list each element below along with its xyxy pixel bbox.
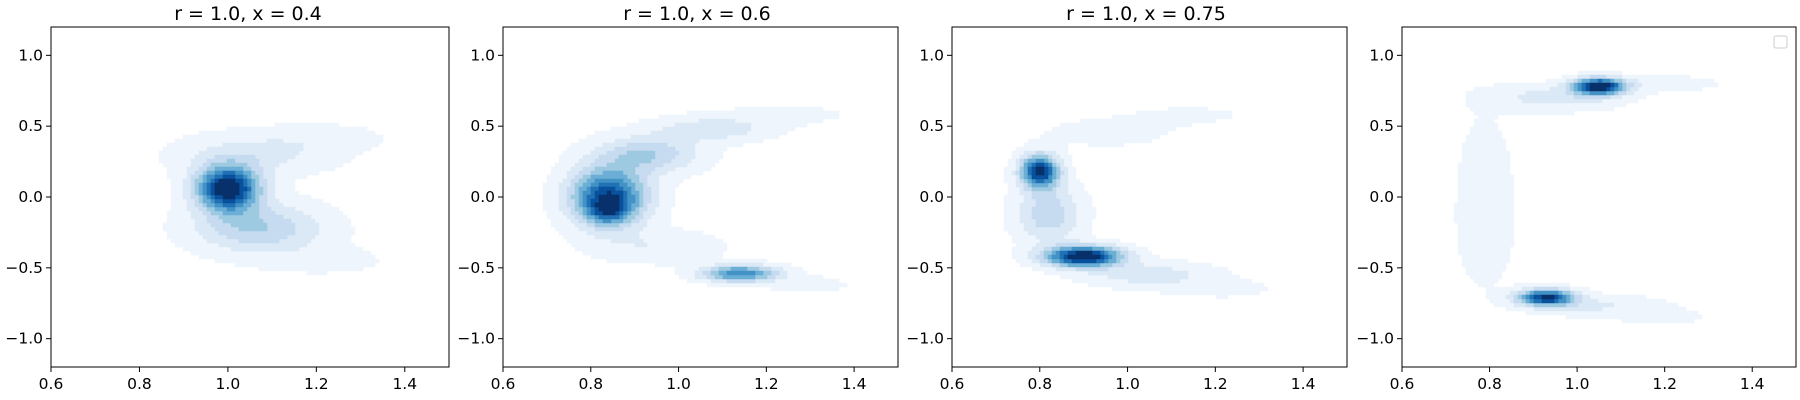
contour-band-level-9 bbox=[1035, 166, 1101, 260]
x-tick-label: 0.8 bbox=[1027, 375, 1052, 393]
y-tick-label: 1.0 bbox=[1369, 46, 1394, 64]
contour-band-level-9 bbox=[214, 178, 240, 200]
contour-band-level-9 bbox=[1541, 82, 1611, 300]
subplot-title: r = 1.0, x = 0.4 bbox=[174, 3, 322, 25]
y-tick-label: 0.0 bbox=[18, 188, 43, 206]
y-tick-label: −1.0 bbox=[457, 330, 495, 348]
legend-box bbox=[1773, 35, 1788, 49]
axes-frame bbox=[951, 26, 1348, 368]
y-tick-label: 0.5 bbox=[1369, 117, 1394, 135]
y-tick-label: −1.0 bbox=[906, 330, 944, 348]
x-tick-label: 1.4 bbox=[842, 375, 867, 393]
y-tick-label: 1.0 bbox=[919, 46, 944, 64]
density-contours bbox=[1453, 70, 1719, 324]
y-tick-label: 0.0 bbox=[919, 188, 944, 206]
y-tick-label: −1.0 bbox=[5, 330, 43, 348]
x-tick-label: 1.0 bbox=[666, 375, 691, 393]
subplot-title: r = 1.0, x = 0.75 bbox=[1066, 3, 1226, 25]
x-tick-label: 0.8 bbox=[1477, 375, 1502, 393]
y-tick-label: 0.0 bbox=[1369, 188, 1394, 206]
x-tick-label: 0.6 bbox=[1390, 375, 1415, 393]
density-contours bbox=[1003, 106, 1269, 300]
x-tick-label: 0.8 bbox=[578, 375, 603, 393]
y-tick-label: −0.5 bbox=[906, 259, 944, 277]
x-tick-label: 0.6 bbox=[39, 375, 64, 393]
y-tick-label: 0.5 bbox=[470, 117, 495, 135]
x-tick-label: 1.2 bbox=[1203, 375, 1228, 393]
x-tick-label: 1.4 bbox=[392, 375, 417, 393]
x-tick-label: 1.2 bbox=[304, 375, 329, 393]
x-tick-label: 1.4 bbox=[1291, 375, 1316, 393]
x-tick-label: 1.0 bbox=[1565, 375, 1590, 393]
contour-band-level-8 bbox=[1533, 82, 1615, 304]
y-tick-label: −0.5 bbox=[1356, 259, 1394, 277]
x-tick-label: 1.0 bbox=[216, 375, 241, 393]
subplot-4: 0.6 0.8 1.0 1.2 1.4 1.0 0.5 0.0 −0.5 −1.0 bbox=[1356, 26, 1797, 393]
y-tick-label: −0.5 bbox=[457, 259, 495, 277]
x-tick-label: 0.8 bbox=[127, 375, 152, 393]
y-tick-label: −0.5 bbox=[5, 259, 43, 277]
y-tick-label: 0.0 bbox=[470, 188, 495, 206]
subplot-3: r = 1.0, x = 0.75 0.6 0.8 1.0 1.2 1.41.00.50… bbox=[906, 3, 1348, 393]
x-tick-label: 0.6 bbox=[940, 375, 965, 393]
axis-ticks: 0.6 0.8 1.0 1.2 1.4 1.0 0.5 0.0 −0.5 −1.0 bbox=[906, 46, 1315, 393]
y-tick-label: 0.5 bbox=[18, 117, 43, 135]
x-tick-label: 0.6 bbox=[491, 375, 516, 393]
axes-frame bbox=[1401, 26, 1797, 368]
density-contours bbox=[158, 122, 384, 276]
y-tick-label: 1.0 bbox=[18, 46, 43, 64]
axes-frame bbox=[502, 26, 899, 368]
contour-band-level-9 bbox=[594, 190, 620, 216]
density-contours bbox=[542, 106, 848, 292]
y-tick-label: 1.0 bbox=[470, 46, 495, 64]
axis-ticks: 0.6 0.8 1.0 1.2 1.4 1.0 0.5 0.0 −0.5 −1.0 bbox=[457, 46, 866, 393]
axes-frame bbox=[50, 26, 450, 368]
x-tick-label: 1.0 bbox=[1115, 375, 1140, 393]
contour-band-level-1 bbox=[1453, 70, 1719, 324]
axis-ticks: 0.6 0.8 1.0 1.2 1.4 1.0 0.5 0.0 −0.5 −1.0 bbox=[1356, 46, 1764, 393]
subplot-2: r = 1.0, x = 0.6 0.6 0.8 1.0 1.2 1.41.00.50.… bbox=[457, 3, 899, 393]
x-tick-label: 1.2 bbox=[754, 375, 779, 393]
y-tick-label: −1.0 bbox=[1356, 330, 1394, 348]
axis-ticks: 0.6 0.8 1.0 1.2 1.4 1.0 0.5 0.0 −0.5 −1.0 bbox=[5, 46, 417, 393]
y-tick-label: 0.5 bbox=[919, 117, 944, 135]
x-tick-label: 1.4 bbox=[1740, 375, 1765, 393]
subplot-title: r = 1.0, x = 0.6 bbox=[623, 3, 771, 25]
x-tick-label: 1.2 bbox=[1652, 375, 1677, 393]
subplot-1: r = 1.0, x = 0.4 0.6 0.8 1.0 1.2 1.41.00.50.… bbox=[5, 3, 450, 393]
